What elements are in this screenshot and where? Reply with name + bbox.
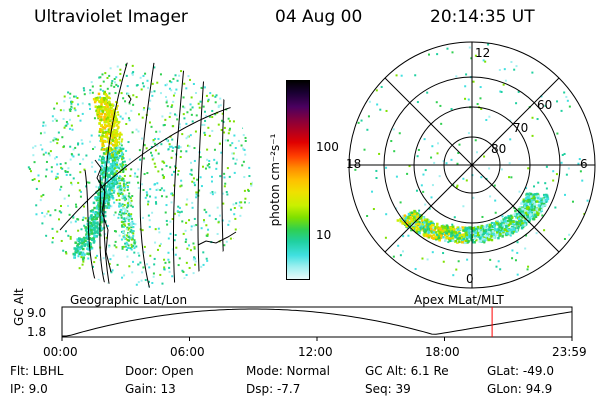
lat-label-80: 80 — [491, 142, 507, 156]
instrument-title: Ultraviolet Imager — [34, 7, 188, 27]
colorbar-tick-100: 100 — [316, 140, 339, 154]
info-glon: GLon: 94.9 — [487, 382, 553, 396]
info-gc-alt: GC Alt: 6.1 Re — [365, 364, 449, 378]
colorbar-tick-10: 10 — [316, 228, 332, 242]
mlt-label-12: 12 — [475, 46, 491, 60]
mlt-label-0: 0 — [466, 272, 474, 286]
altitude-curve — [62, 308, 573, 337]
x-tick-2359: 23:59 — [552, 345, 587, 359]
info-filter: Flt: LBHL — [10, 364, 64, 378]
info-glat: GLat: -49.0 — [487, 364, 554, 378]
mlt-label-18: 18 — [346, 157, 362, 171]
altitude-frame — [61, 306, 573, 338]
info-ip: IP: 9.0 — [10, 382, 48, 396]
altitude-tick-9: 9.0 — [27, 306, 47, 320]
altitude-tick-1-8: 1.8 — [27, 325, 47, 339]
coastline — [94, 94, 237, 273]
time-label: 20:14:35 UT — [430, 7, 535, 27]
x-tick-0600: 06:00 — [170, 345, 205, 359]
x-tick-1200: 12:00 — [298, 345, 333, 359]
lat-label-60: 60 — [537, 98, 553, 112]
info-mode: Mode: Normal — [246, 364, 330, 378]
altitude-y-label: GC Alt — [12, 288, 26, 326]
x-axis-ticks — [61, 337, 573, 341]
polar-diagonal-b — [384, 77, 560, 253]
info-door: Door: Open — [125, 364, 194, 378]
mlt-label-6: 6 — [580, 157, 588, 171]
info-seq: Seq: 39 — [365, 382, 411, 396]
apex-label: Apex MLat/MLT — [414, 293, 504, 307]
x-tick-0000: 00:00 — [43, 345, 78, 359]
info-dsp: Dsp: -7.7 — [246, 382, 301, 396]
lat-label-70: 70 — [513, 121, 529, 135]
date-label: 04 Aug 00 — [275, 7, 363, 27]
geo-label: Geographic Lat/Lon — [70, 293, 188, 307]
x-tick-1800: 18:00 — [425, 345, 460, 359]
info-gain: Gain: 13 — [125, 382, 176, 396]
colorbar — [286, 80, 310, 280]
